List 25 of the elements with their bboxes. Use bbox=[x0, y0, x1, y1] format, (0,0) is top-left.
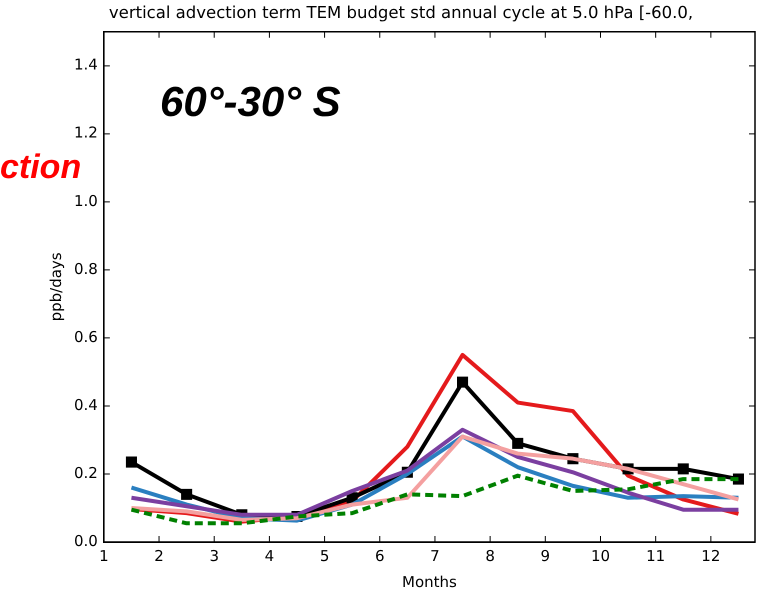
y-tick-label: 0.0 bbox=[74, 532, 98, 550]
y-tick-label: 1.2 bbox=[74, 124, 98, 142]
x-tick-label: 4 bbox=[264, 546, 274, 565]
x-tick-label: 12 bbox=[701, 546, 720, 565]
y-tick-label: 0.4 bbox=[74, 396, 98, 414]
x-axis-title: Months bbox=[402, 572, 458, 591]
x-tick-label: 8 bbox=[485, 546, 495, 565]
y-tick-label: 1.4 bbox=[74, 56, 98, 74]
text: ction bbox=[0, 148, 82, 187]
x-tick-label: 10 bbox=[590, 546, 610, 565]
y-axis-title: ppb/days bbox=[46, 252, 65, 322]
y-tick-label: 0.2 bbox=[74, 464, 98, 482]
x-tick-label: 2 bbox=[154, 546, 164, 565]
chart-title: vertical advection term TEM budget std annual cycle at 5.0 hPa [-60.0, bbox=[108, 3, 694, 22]
y-tick-label: 0.8 bbox=[74, 260, 98, 278]
y-tick-label: 1.0 bbox=[74, 192, 98, 210]
x-tick-label: 6 bbox=[374, 546, 385, 565]
x-tick-label: 1 bbox=[99, 546, 109, 565]
x-tick-label: 11 bbox=[646, 546, 666, 565]
x-tick-label: 5 bbox=[320, 546, 330, 565]
x-tick-label: 7 bbox=[430, 546, 440, 565]
y-tick-label: 0.6 bbox=[74, 328, 98, 346]
annotation: 60°-30° S bbox=[160, 78, 341, 126]
x-tick-label: 9 bbox=[540, 546, 550, 565]
x-tick-label: 3 bbox=[209, 546, 219, 565]
